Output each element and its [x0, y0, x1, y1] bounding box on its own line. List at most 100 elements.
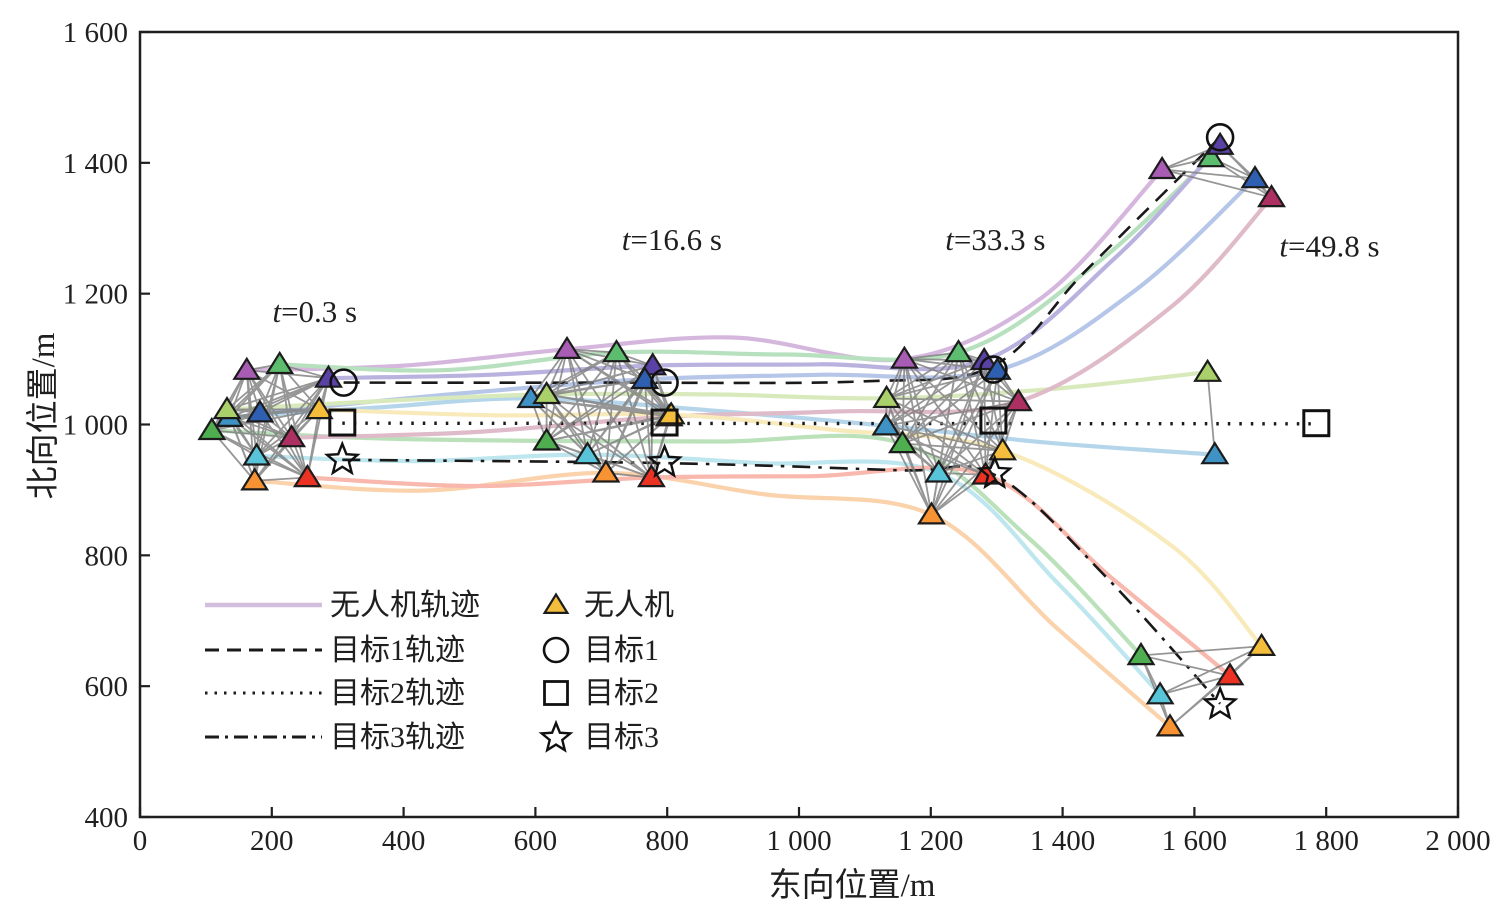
comm-link — [530, 397, 652, 479]
x-tick-label: 1 000 — [766, 825, 831, 857]
comm-link — [901, 443, 933, 516]
comm-link — [1159, 674, 1231, 696]
axes-layer: 0 200 400 600 800 1 000 1 200 1 400 1 600 1 800 2 … — [63, 17, 1491, 857]
uav-darkgreen-marker — [1126, 641, 1156, 666]
comm-link — [885, 425, 933, 516]
comm-link — [546, 378, 645, 396]
comm-link — [226, 408, 308, 479]
comm-link — [901, 369, 998, 445]
comm-link — [903, 358, 940, 474]
comm-link — [278, 364, 309, 478]
x-tick-label: 1 800 — [1294, 825, 1359, 857]
uav-yellow-marker — [988, 437, 1018, 461]
uav-steelblue-marker — [871, 412, 901, 436]
uav-steelblue-trajectory — [227, 396, 1217, 457]
legend-target1-circle-icon — [542, 636, 570, 664]
uav-trajectories-layer — [209, 143, 1274, 729]
comm-link — [226, 377, 329, 411]
x-tick-label: 2 000 — [1425, 825, 1490, 857]
target-3-marker — [976, 454, 1013, 490]
target-2-trajectory — [342, 421, 1317, 426]
legend-target2-square-icon — [543, 680, 569, 706]
y-tick-label: 1 400 — [63, 148, 128, 180]
comm-link — [546, 393, 652, 479]
uav-markers-layer — [197, 131, 1286, 737]
comm-link — [901, 352, 960, 444]
uav-red-marker — [1215, 662, 1245, 686]
comm-link — [886, 397, 1019, 403]
uav-darkgreen-marker — [197, 416, 227, 441]
target-3-marker — [323, 440, 361, 476]
comm-link — [1206, 372, 1216, 455]
legend-line-label-1: 无人机轨迹 — [330, 589, 480, 622]
comm-link — [545, 349, 568, 442]
uav-violet-trajectory — [326, 143, 1223, 381]
comm-link — [255, 377, 330, 457]
time-annotation: t=49.8 s — [1279, 228, 1379, 263]
comm-link — [886, 369, 998, 400]
target-markers-layer — [323, 123, 1331, 721]
uav-red-marker — [636, 464, 666, 488]
comm-link — [885, 359, 985, 427]
target-1-trajectory — [343, 136, 1222, 385]
target-2-marker — [650, 408, 679, 437]
comm-link — [546, 393, 672, 416]
uav-cyan-trajectory — [254, 452, 1163, 697]
legend-marker-label-4: 目标3 — [584, 721, 659, 754]
uav-yellow-trajectory — [317, 407, 1264, 649]
uav-orchid-marker — [232, 356, 262, 380]
uav-green-marker — [944, 339, 973, 363]
uav-green-marker — [602, 339, 631, 363]
uav-lightgreen-marker — [532, 380, 562, 405]
uav-steelblue-marker — [1200, 441, 1230, 465]
comm-link — [885, 400, 1019, 427]
comm-link — [902, 442, 986, 476]
comm-link — [937, 360, 986, 474]
uav-cyan-marker — [573, 441, 602, 465]
uav-blue-trajectory — [257, 176, 1258, 415]
comm-link — [1161, 168, 1272, 199]
uav-orchid-trajectory — [244, 167, 1165, 373]
comm-link — [902, 442, 1003, 452]
comm-link — [278, 364, 293, 438]
comm-link — [886, 397, 1004, 452]
uav-green-trajectory — [277, 155, 1213, 373]
uav-darkgreen-trajectory — [209, 428, 1144, 658]
time-annotation: t=0.3 s — [272, 294, 357, 329]
target-1-marker — [979, 355, 1008, 384]
uav-red-marker — [292, 464, 322, 488]
uav-maroon-trajectory — [289, 195, 1274, 440]
annotations-layer: t=0.3 s t=16.6 s t=33.3 s t=49.8 s — [272, 222, 1379, 329]
comm-link — [643, 379, 653, 478]
comm-link — [930, 449, 1004, 516]
uav-red-trajectory — [305, 465, 1233, 678]
uav-violet-marker — [314, 364, 343, 388]
uav-maroon-marker — [1257, 184, 1286, 208]
comm-link — [605, 352, 618, 473]
x-tick-label: 800 — [645, 825, 689, 857]
x-tick-label: 400 — [382, 825, 426, 857]
x-axis-label: 东向位置/m — [768, 868, 936, 904]
comm-link — [566, 349, 607, 474]
target-3-marker — [1201, 685, 1239, 721]
legend-line-label-4: 目标3轨迹 — [330, 721, 465, 754]
comm-link — [229, 408, 320, 419]
uav-green-marker — [1196, 144, 1226, 168]
x-tick-label: 600 — [514, 825, 558, 857]
uav-blue-marker — [982, 356, 1012, 380]
legend-marker-label-1: 无人机 — [584, 589, 674, 622]
uav-cyan-marker — [242, 442, 272, 466]
comm-link — [546, 364, 653, 396]
target-1-marker — [1205, 123, 1235, 152]
comm-link — [1159, 645, 1263, 696]
x-tick-label: 1 200 — [898, 825, 963, 857]
comm-link — [566, 348, 672, 416]
time-annotation: t=16.6 s — [622, 222, 722, 257]
x-tick-label: 0 — [133, 825, 148, 857]
y-tick-label: 400 — [85, 802, 129, 834]
uav-yellow-marker — [1247, 632, 1277, 656]
uav-maroon-marker — [1004, 388, 1033, 412]
comm-link — [254, 476, 308, 482]
y-tick-label: 1 600 — [63, 17, 128, 49]
